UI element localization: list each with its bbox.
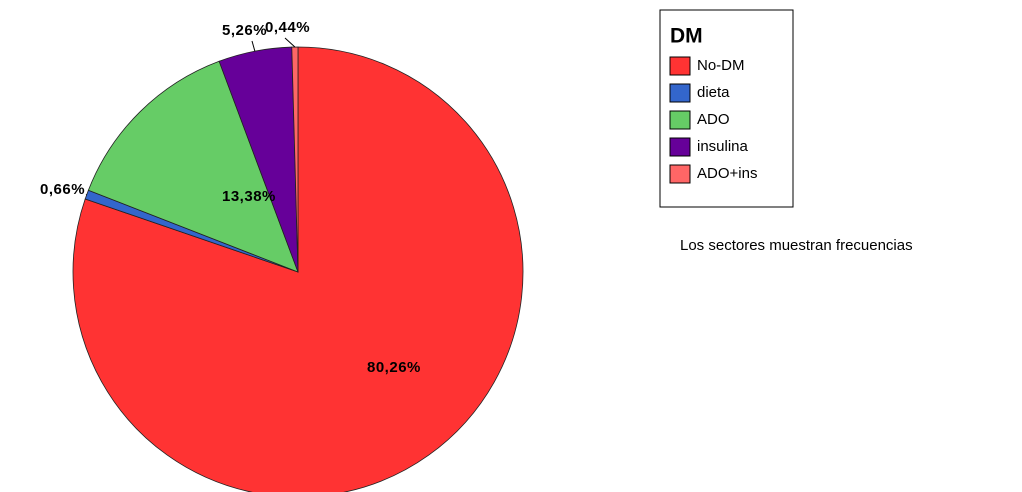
- legend-swatch: [669, 110, 691, 130]
- value-label: 5,26%: [222, 22, 267, 39]
- legend-swatch: [669, 164, 691, 184]
- pie: [72, 46, 524, 492]
- footnote: Los sectores muestran frecuencias: [680, 237, 913, 254]
- legend-label: dieta: [697, 84, 730, 101]
- value-label: 13,38%: [222, 188, 276, 205]
- legend-label: No-DM: [697, 57, 745, 74]
- legend-label: ADO: [697, 111, 730, 128]
- value-label: 0,44%: [265, 19, 310, 36]
- leader-line: [284, 37, 296, 48]
- leader-line: [251, 40, 256, 52]
- legend-swatch: [669, 56, 691, 76]
- legend-title: DM: [670, 25, 703, 48]
- legend-swatch: [669, 137, 691, 157]
- legend-swatch: [669, 83, 691, 103]
- pie-slice: [87, 60, 299, 273]
- legend-label: ADO+ins: [697, 165, 757, 182]
- value-label: 0,66%: [40, 181, 85, 198]
- pie-slice: [72, 46, 524, 492]
- legend-label: insulina: [697, 138, 749, 155]
- value-label: 80,26%: [367, 359, 421, 376]
